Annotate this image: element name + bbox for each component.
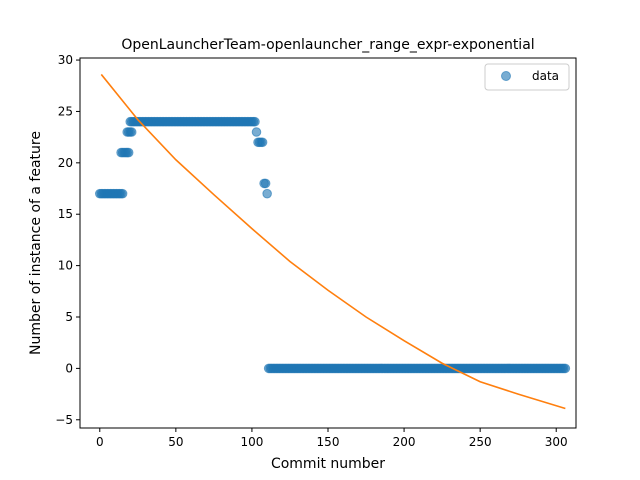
x-tick-label: 0 [96,435,104,449]
chart-title: OpenLauncherTeam-openlauncher_range_expr… [121,37,534,53]
x-tick-label: 50 [168,435,183,449]
data-point [250,116,260,127]
data-point [262,188,272,199]
data-point [251,127,262,137]
data-point [123,147,134,158]
y-tick-label: 15 [58,207,73,221]
data-point [126,127,137,137]
y-tick-label: 25 [58,104,73,118]
y-tick-label: 10 [58,259,73,273]
y-axis-ticks: −5 0 5 10 15 20 25 30 [55,53,80,427]
data-point [257,137,268,148]
data-point [560,363,571,374]
x-tick-label: 300 [545,435,568,449]
data-point [260,178,271,189]
y-tick-label: 20 [58,156,73,170]
data-point [117,188,128,199]
x-tick-label: 250 [469,435,492,449]
y-tick-label: 5 [65,310,73,324]
y-tick-label: 30 [58,53,73,67]
plot-marks [94,73,571,410]
legend-marker-data [501,71,511,81]
x-axis-label: Commit number [271,456,385,472]
x-tick-label: 100 [240,435,263,449]
x-tick-label: 150 [317,435,340,449]
y-tick-label: 0 [65,361,73,375]
x-tick-label: 200 [393,435,416,449]
x-axis-ticks: 0 50 100 150 200 250 300 [96,428,568,449]
legend-label-data: data [532,69,559,83]
legend-box [484,63,570,91]
y-tick-label: −5 [55,413,73,427]
y-axis-label: Number of instance of a feature [28,131,44,355]
legend: data [484,63,570,91]
fit-line [100,73,566,410]
